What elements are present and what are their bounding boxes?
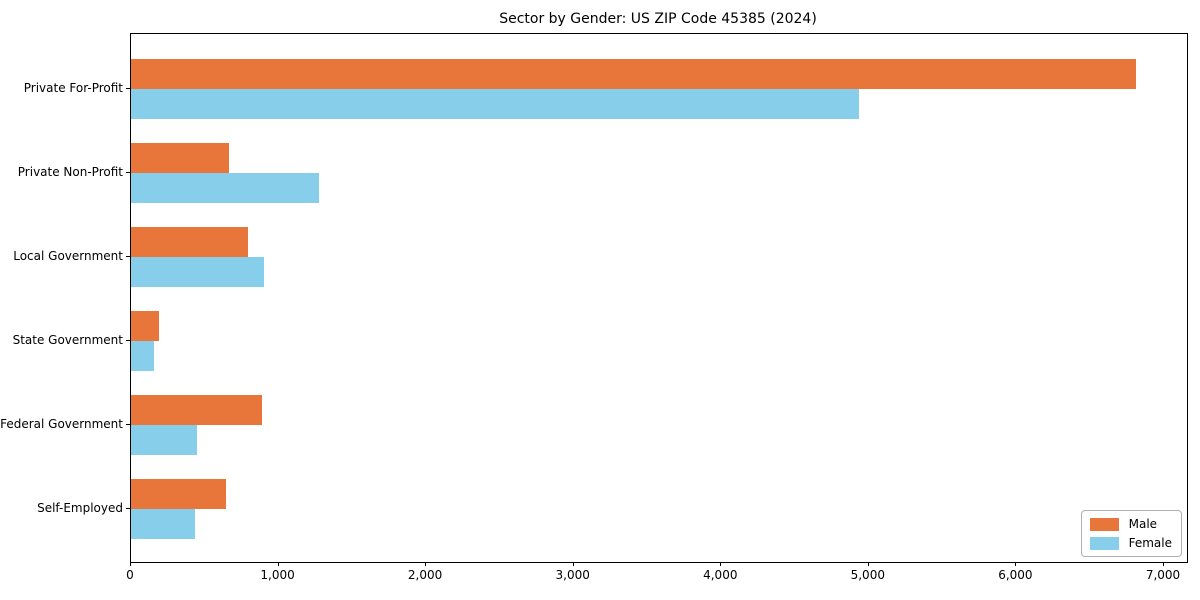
x-tick-mark — [720, 562, 722, 566]
y-tick-mark — [126, 88, 130, 89]
legend-label-male: Male — [1128, 517, 1158, 531]
x-tick-mark — [867, 562, 869, 566]
x-tick-label: 4,000 — [703, 568, 738, 582]
bar-female-3 — [131, 257, 264, 287]
legend-swatch-female — [1089, 536, 1119, 550]
x-tick-mark — [1015, 562, 1017, 566]
x-tick-label: 5,000 — [850, 568, 885, 582]
x-tick-mark — [1163, 562, 1164, 566]
y-tick-mark — [126, 508, 130, 509]
bar-male-5 — [131, 395, 263, 425]
y-tick-mark — [126, 424, 130, 425]
x-tick-label: 7,000 — [1145, 568, 1181, 582]
y-tick-mark — [126, 256, 130, 257]
y-tick-mark — [126, 340, 130, 341]
bar-male-6 — [131, 479, 227, 509]
chart-title: Sector by Gender: US ZIP Code 45385 (202… — [499, 11, 817, 27]
x-tick-mark — [277, 562, 279, 566]
legend-swatch-male — [1089, 517, 1119, 531]
x-tick-label: 0 — [126, 568, 134, 582]
y-tick-label: Self-Employed — [37, 501, 123, 515]
plot-area: Male Female — [130, 33, 1188, 563]
bar-male-3 — [131, 227, 249, 257]
y-tick-mark — [126, 172, 130, 173]
x-tick-mark — [572, 562, 574, 566]
bar-female-4 — [131, 341, 154, 371]
x-tick-label: 2,000 — [407, 568, 443, 582]
x-tick-mark — [130, 562, 131, 566]
y-tick-label: Private For-Profit — [23, 81, 123, 95]
y-tick-label: Federal Government — [0, 417, 123, 431]
bar-male-4 — [131, 311, 159, 341]
bar-male-1 — [131, 59, 1136, 89]
x-tick-mark — [425, 562, 427, 566]
bar-female-5 — [131, 425, 198, 455]
y-tick-label: Private Non-Profit — [17, 165, 123, 179]
bar-male-2 — [131, 143, 230, 173]
bar-female-6 — [131, 509, 196, 539]
x-tick-label: 6,000 — [998, 568, 1033, 582]
bar-female-1 — [131, 89, 859, 119]
x-tick-label: 1,000 — [260, 568, 295, 582]
legend-label-female: Female — [1128, 536, 1172, 550]
y-tick-label: State Government — [12, 333, 123, 347]
legend-row-female: Female — [1089, 536, 1172, 550]
y-tick-label: Local Government — [13, 249, 123, 263]
legend: Male Female — [1080, 510, 1182, 557]
bar-female-2 — [131, 173, 320, 203]
x-tick-label: 3,000 — [555, 568, 590, 582]
legend-row-male: Male — [1089, 517, 1172, 531]
